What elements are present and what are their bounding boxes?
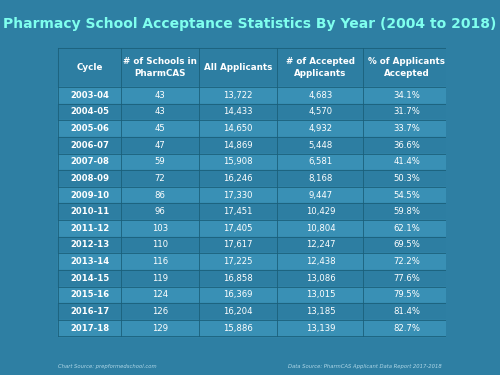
Text: 2016-17: 2016-17 — [70, 307, 109, 316]
Bar — [58, 253, 450, 270]
Bar — [58, 104, 450, 120]
Text: 2012-13: 2012-13 — [70, 240, 109, 249]
Text: 2014-15: 2014-15 — [70, 274, 109, 283]
Text: 13,722: 13,722 — [224, 91, 253, 100]
Text: 124: 124 — [152, 290, 168, 299]
Text: 13,015: 13,015 — [306, 290, 335, 299]
Text: Cycle: Cycle — [76, 63, 102, 72]
Text: 16,246: 16,246 — [224, 174, 253, 183]
Text: 77.6%: 77.6% — [393, 274, 420, 283]
Text: 50.3%: 50.3% — [393, 174, 420, 183]
Text: 4,683: 4,683 — [308, 91, 332, 100]
Text: 119: 119 — [152, 274, 168, 283]
Text: Chart Source: prepformedschool.com: Chart Source: prepformedschool.com — [58, 364, 157, 369]
Text: All Applicants: All Applicants — [204, 63, 272, 72]
Bar — [58, 270, 450, 286]
Text: 12,438: 12,438 — [306, 257, 336, 266]
Text: 59.8%: 59.8% — [393, 207, 420, 216]
Text: 2013-14: 2013-14 — [70, 257, 109, 266]
Text: 14,869: 14,869 — [224, 141, 253, 150]
Text: 5,448: 5,448 — [308, 141, 332, 150]
Text: 31.7%: 31.7% — [393, 108, 420, 117]
Bar — [58, 303, 450, 320]
Text: 72: 72 — [154, 174, 166, 183]
Text: 15,908: 15,908 — [224, 158, 253, 166]
Text: 4,570: 4,570 — [308, 108, 332, 117]
Bar — [58, 237, 450, 253]
Text: 2017-18: 2017-18 — [70, 324, 109, 333]
Text: 79.5%: 79.5% — [393, 290, 420, 299]
Text: Pharmacy School Acceptance Statistics By Year (2004 to 2018): Pharmacy School Acceptance Statistics By… — [4, 17, 496, 31]
Text: % of Applicants
Accepted: % of Applicants Accepted — [368, 57, 445, 78]
Text: 2015-16: 2015-16 — [70, 290, 109, 299]
Text: 14,650: 14,650 — [224, 124, 253, 133]
Text: 82.7%: 82.7% — [393, 324, 420, 333]
Text: 12,247: 12,247 — [306, 240, 335, 249]
Text: Data Source: PharmCAS Applicant Data Report 2017-2018: Data Source: PharmCAS Applicant Data Rep… — [288, 364, 442, 369]
Bar — [58, 48, 450, 87]
Text: 45: 45 — [154, 124, 166, 133]
Text: 2011-12: 2011-12 — [70, 224, 109, 233]
Text: 2010-11: 2010-11 — [70, 207, 109, 216]
Text: 43: 43 — [154, 91, 166, 100]
Text: 2003-04: 2003-04 — [70, 91, 109, 100]
Text: 8,168: 8,168 — [308, 174, 332, 183]
Bar — [58, 87, 450, 104]
Text: 4,932: 4,932 — [308, 124, 332, 133]
Text: 43: 43 — [154, 108, 166, 117]
Text: 59: 59 — [154, 158, 166, 166]
Text: 10,804: 10,804 — [306, 224, 336, 233]
Text: 69.5%: 69.5% — [393, 240, 420, 249]
Text: 17,405: 17,405 — [224, 224, 253, 233]
Text: 13,086: 13,086 — [306, 274, 336, 283]
Text: 16,204: 16,204 — [224, 307, 253, 316]
Text: 36.6%: 36.6% — [393, 141, 420, 150]
Text: 110: 110 — [152, 240, 168, 249]
Bar — [58, 220, 450, 237]
Text: 17,451: 17,451 — [224, 207, 253, 216]
Text: 2005-06: 2005-06 — [70, 124, 109, 133]
Bar — [58, 320, 450, 336]
Text: 2006-07: 2006-07 — [70, 141, 109, 150]
Text: 103: 103 — [152, 224, 168, 233]
Bar — [58, 137, 450, 153]
Text: # of Schools in
PharmCAS: # of Schools in PharmCAS — [123, 57, 197, 78]
Text: 15,886: 15,886 — [224, 324, 253, 333]
Bar — [58, 286, 450, 303]
Bar — [58, 120, 450, 137]
Text: 54.5%: 54.5% — [393, 190, 420, 200]
Text: 129: 129 — [152, 324, 168, 333]
Bar — [58, 187, 450, 203]
Text: 17,225: 17,225 — [224, 257, 253, 266]
Text: 34.1%: 34.1% — [393, 91, 420, 100]
Text: 33.7%: 33.7% — [393, 124, 420, 133]
Text: 126: 126 — [152, 307, 168, 316]
Text: 62.1%: 62.1% — [393, 224, 420, 233]
Text: 2007-08: 2007-08 — [70, 158, 109, 166]
Text: 13,185: 13,185 — [306, 307, 336, 316]
Text: 86: 86 — [154, 190, 166, 200]
Text: # of Accepted
Applicants: # of Accepted Applicants — [286, 57, 355, 78]
Text: 72.2%: 72.2% — [393, 257, 420, 266]
Text: 96: 96 — [154, 207, 166, 216]
Text: 17,617: 17,617 — [224, 240, 253, 249]
Text: 2009-10: 2009-10 — [70, 190, 109, 200]
Bar — [58, 153, 450, 170]
Text: 17,330: 17,330 — [224, 190, 253, 200]
Text: 14,433: 14,433 — [224, 108, 253, 117]
Text: 2004-05: 2004-05 — [70, 108, 109, 117]
Text: 47: 47 — [154, 141, 166, 150]
Bar — [58, 170, 450, 187]
Text: 9,447: 9,447 — [308, 190, 332, 200]
Text: 116: 116 — [152, 257, 168, 266]
Text: 16,369: 16,369 — [224, 290, 253, 299]
Text: 13,139: 13,139 — [306, 324, 335, 333]
Text: 41.4%: 41.4% — [393, 158, 420, 166]
Bar — [58, 203, 450, 220]
Text: 16,858: 16,858 — [224, 274, 253, 283]
Text: 6,581: 6,581 — [308, 158, 332, 166]
Text: 2008-09: 2008-09 — [70, 174, 109, 183]
Text: 81.4%: 81.4% — [393, 307, 420, 316]
Text: 10,429: 10,429 — [306, 207, 335, 216]
